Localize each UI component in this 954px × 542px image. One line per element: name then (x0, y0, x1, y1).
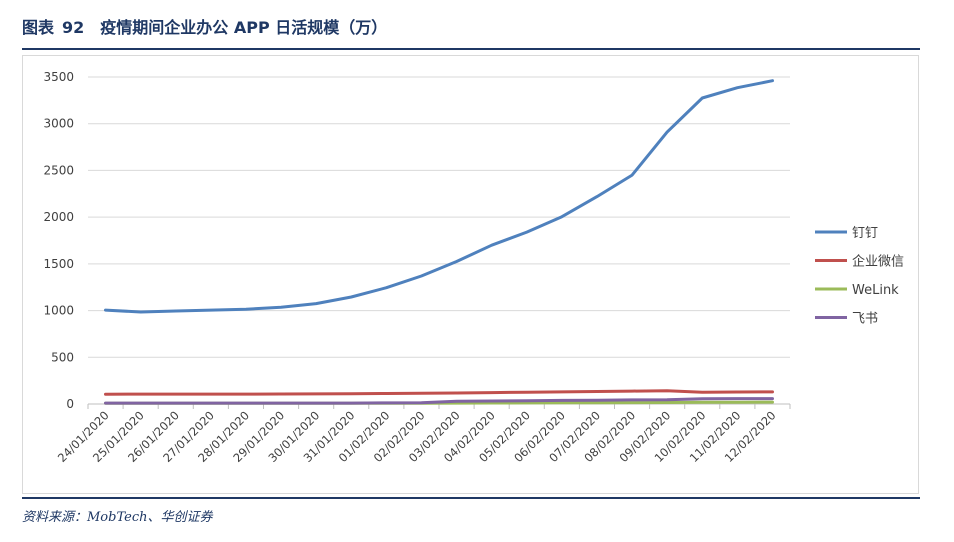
figure-number: 92 (62, 18, 85, 37)
legend-label: 飞书 (852, 312, 878, 327)
y-tick-label: 0 (66, 397, 74, 411)
y-tick-label: 2000 (43, 210, 74, 224)
legend-label: 企业微信 (852, 254, 904, 270)
y-tick-label: 3000 (43, 117, 74, 131)
figure-label: 图表 (22, 18, 55, 37)
figure-title: 图表 92 疫情期间企业办公 APP 日活规模（万） (22, 14, 387, 38)
legend-label: WeLink (852, 283, 899, 298)
series-line-3 (104, 397, 774, 405)
y-tick-label: 1000 (43, 304, 74, 318)
y-tick-label: 2500 (43, 163, 74, 177)
y-tick-label: 500 (51, 350, 74, 364)
top-rule (22, 48, 920, 50)
y-tick-label: 3500 (43, 70, 74, 84)
chart-title: 疫情期间企业办公 APP 日活规模（万） (100, 18, 388, 37)
bottom-rule (22, 497, 920, 499)
chart-frame (22, 55, 919, 494)
source-note: 资料来源：MobTech、华创证券 (22, 510, 213, 525)
legend-label: 钉钉 (852, 226, 878, 241)
y-tick-label: 1500 (43, 257, 74, 271)
series-line-1 (104, 389, 774, 396)
series-line-0 (104, 79, 774, 314)
